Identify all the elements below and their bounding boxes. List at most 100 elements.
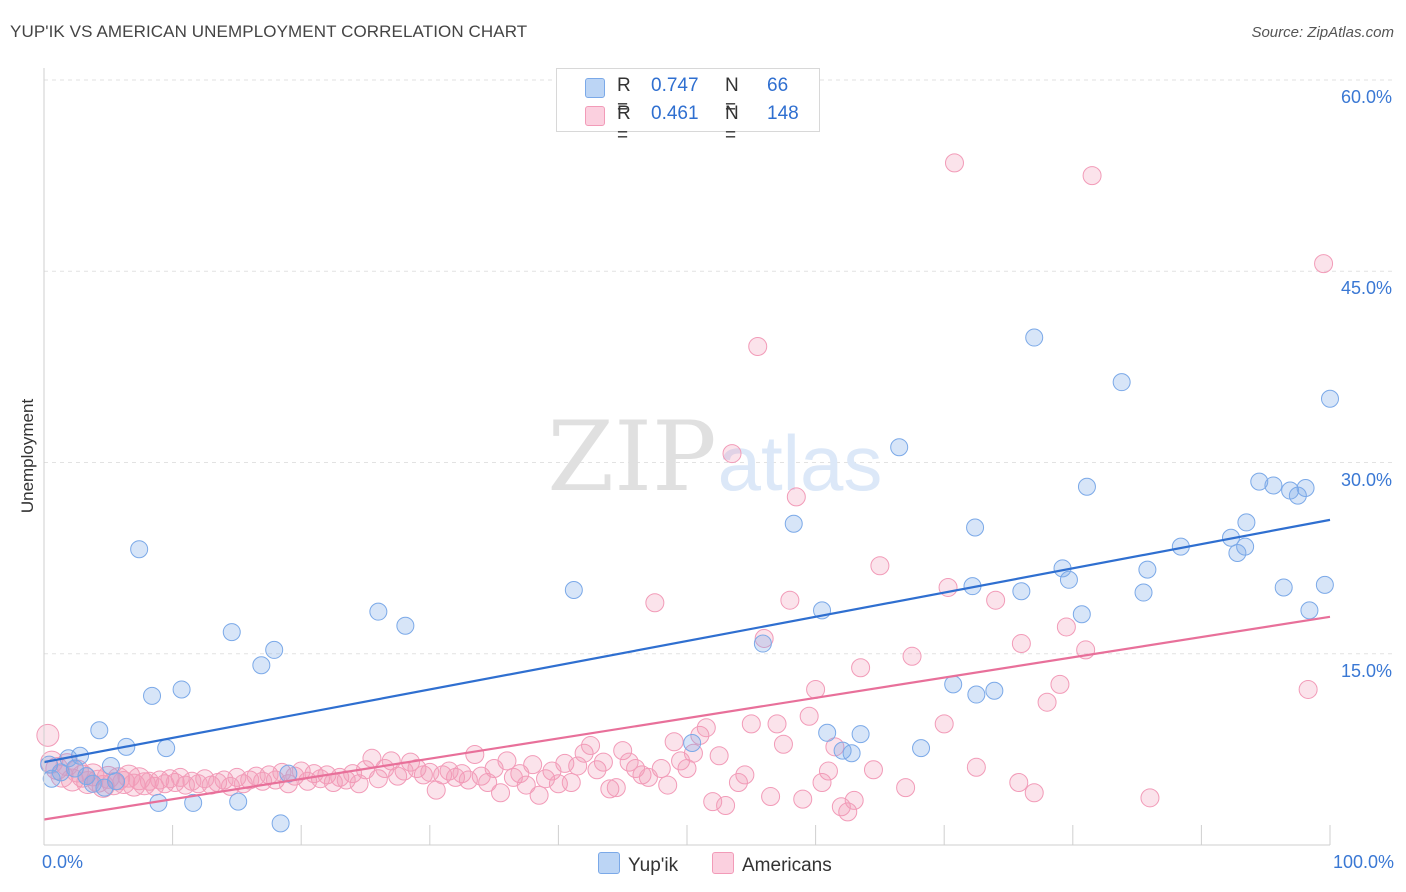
americans-point (139, 771, 159, 791)
yupik-point (95, 778, 114, 797)
americans-point (658, 775, 678, 795)
watermark-zip: ZIP (547, 401, 716, 513)
yupik-point (1025, 328, 1044, 347)
americans-point (574, 743, 594, 763)
yupik-point (157, 739, 176, 758)
yupik-point (1228, 544, 1247, 563)
americans-point (536, 769, 556, 789)
legend-r-value: 0.461 (651, 103, 699, 124)
yupik-point (77, 767, 96, 786)
americans-point (767, 714, 787, 734)
americans-point (812, 773, 832, 793)
yupik-point (851, 725, 870, 744)
americans-point (516, 775, 536, 795)
americans-point (966, 757, 986, 777)
yupik-point (271, 814, 290, 833)
bottom-swatch-americans (712, 852, 734, 874)
americans-point (716, 795, 736, 815)
yupik-trend-line (43, 518, 1331, 764)
yupik-point (1300, 601, 1319, 620)
americans-point (497, 751, 517, 771)
americans-point (703, 792, 723, 812)
americans-point (799, 706, 819, 726)
yupik-point (1134, 583, 1153, 602)
americans-point (581, 736, 601, 756)
americans-point (478, 773, 498, 793)
yupik-point (890, 438, 909, 457)
americans-point (645, 593, 665, 613)
yupik-point (51, 763, 70, 782)
americans-point (709, 746, 729, 766)
yupik-point (784, 514, 803, 533)
americans-point (568, 756, 588, 776)
yupik-point (966, 518, 985, 537)
yupik-point (1236, 537, 1255, 556)
yupik-point (1072, 605, 1091, 624)
axes (43, 68, 1331, 846)
americans-point (851, 658, 871, 678)
y-tick-label: 60.0% (1340, 87, 1392, 107)
yupik-point (107, 772, 126, 791)
yupik-point (683, 734, 702, 752)
americans-point (838, 802, 858, 822)
y-tick-label: 30.0% (1340, 469, 1392, 490)
yupik-point (1264, 476, 1283, 495)
bottom-swatch-yupik (598, 852, 620, 874)
yupik-point (1296, 479, 1315, 497)
americans-point (458, 770, 478, 790)
yupik-point (1321, 389, 1339, 408)
yupik-point (912, 739, 931, 758)
yupik-point (396, 616, 415, 635)
americans-point (844, 790, 864, 810)
americans-point (818, 761, 838, 781)
yupik-point (42, 769, 61, 788)
yupik-point (101, 756, 120, 775)
americans-point (1050, 674, 1070, 694)
americans-point (587, 760, 607, 780)
bottom-legend-americans: Americans (712, 852, 832, 877)
yupik-point (252, 656, 271, 675)
yupik-point (1059, 570, 1078, 589)
americans-point (368, 769, 388, 789)
americans-point (761, 787, 781, 807)
americans-point (651, 759, 671, 778)
americans-point (773, 734, 793, 754)
yupik-point (222, 623, 241, 642)
legend-n-value: 66 (767, 75, 789, 96)
americans-point (593, 752, 613, 772)
yupik-point (842, 744, 861, 763)
grid-lines (44, 79, 1392, 655)
y-tick-label: 15.0% (1340, 660, 1392, 681)
americans-point (150, 770, 170, 790)
americans-point (1082, 166, 1102, 186)
americans-point (748, 336, 768, 356)
yupik-point (1274, 578, 1293, 597)
trend-lines (43, 518, 1331, 821)
americans-trend-line (43, 615, 1331, 821)
source-label: Source: ZipAtlas.com (1251, 24, 1394, 41)
americans-point (793, 789, 813, 809)
americans-point (36, 723, 60, 747)
americans-point (806, 679, 826, 699)
yupik-point (1315, 575, 1334, 594)
americans-points (36, 153, 1334, 822)
americans-point (1298, 679, 1318, 699)
americans-point (722, 444, 742, 464)
americans-point (491, 783, 511, 803)
americans-point (1140, 788, 1160, 808)
americans-point (1056, 617, 1076, 637)
yupik-point (944, 675, 963, 694)
yupik-points (40, 328, 1339, 833)
yupik-point (279, 764, 298, 783)
yupik-point (229, 792, 248, 811)
americans-point (529, 785, 549, 805)
americans-point (349, 774, 369, 794)
x-tick-label: 0.0% (42, 852, 84, 872)
americans-point (600, 779, 620, 799)
yupik-point (1112, 373, 1131, 392)
americans-point (780, 590, 800, 610)
yupik-point (83, 774, 102, 793)
yupik-point (172, 680, 191, 699)
americans-point (1011, 634, 1031, 654)
